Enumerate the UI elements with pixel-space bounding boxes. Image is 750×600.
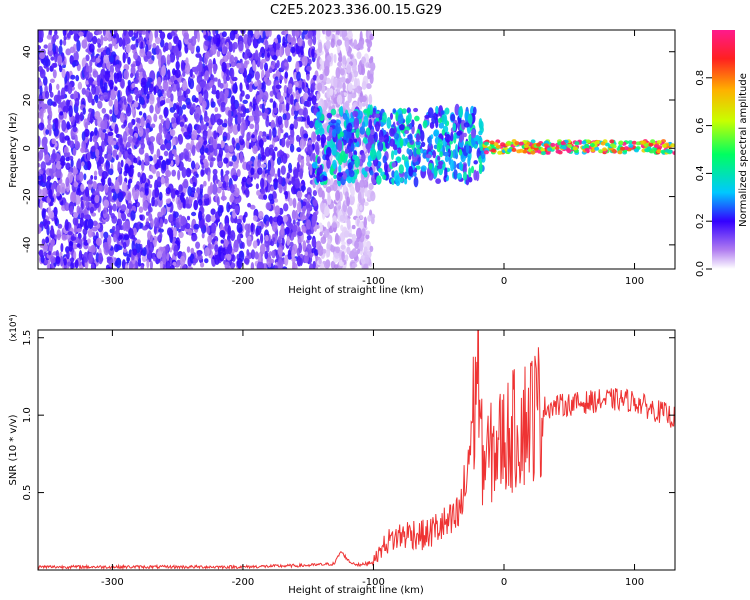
snr-xtick-label: 100 xyxy=(625,577,644,588)
spectrogram-ytick-label: 20 xyxy=(22,94,33,107)
spectrogram-ytick-label: 0 xyxy=(22,145,33,151)
colorbar-tick-label: 0.6 xyxy=(695,118,706,134)
colorbar-gradient xyxy=(712,30,735,269)
snr-xtick-label: -300 xyxy=(101,577,124,588)
snr-series-line xyxy=(38,330,675,570)
colorbar-tick-label: 0.0 xyxy=(695,261,706,277)
snr-ytick-label: 1.0 xyxy=(22,407,33,423)
colorbar: 0.0 0.2 0.4 0.6 0.8 Normalized spectral ampl… xyxy=(695,30,749,277)
heatmap-region-3 xyxy=(482,139,675,156)
spectrogram-xtick-label: -300 xyxy=(101,276,124,287)
heatmap-region-0 xyxy=(38,30,320,269)
heatmap-region-2 xyxy=(312,103,487,188)
snr-xlabel: Height of straight line (km) xyxy=(288,585,424,596)
snr-ytick-label: 1.5 xyxy=(22,330,33,346)
spectrogram-xtick-label: -100 xyxy=(362,276,385,287)
spectrogram-xlabel: Height of straight line (km) xyxy=(288,285,424,296)
snr-xtick-label: -200 xyxy=(232,577,255,588)
colorbar-tick-label: 0.2 xyxy=(695,213,706,229)
snr-panel: -300 -200 -100 0 100 0.5 1.0 1.5 Height of stra… xyxy=(8,314,676,596)
spectrogram-ytick-label: 40 xyxy=(22,45,33,58)
spectrogram-frame xyxy=(37,29,676,270)
snr-frame xyxy=(37,329,676,571)
snr-xtick-label: 0 xyxy=(501,577,507,588)
snr-ylabel: SNR (10 * v/v) xyxy=(8,414,19,485)
spectrogram-xtick-label: 0 xyxy=(501,276,507,287)
spectrogram-xtick-label: -200 xyxy=(232,276,255,287)
spectrogram-xtick-label: 100 xyxy=(625,276,644,287)
figure-title: C2E5.2023.336.00.15.G29 xyxy=(270,3,442,18)
colorbar-tick-label: 0.4 xyxy=(695,165,706,181)
spectrogram-ylabel: Frequency (Hz) xyxy=(8,112,19,188)
spectrogram-heat-layer xyxy=(38,30,675,269)
snr-plot-area xyxy=(38,330,675,570)
snr-ytick-label: 0.5 xyxy=(22,485,33,501)
colorbar-label: Normalized spectral amplitude xyxy=(738,73,749,227)
spectrogram-ytick-label: -20 xyxy=(22,188,33,204)
colorbar-tick-label: 0.8 xyxy=(695,70,706,86)
spectrogram-ytick-label: -40 xyxy=(22,237,33,253)
snr-y-multiplier: (x10⁴) xyxy=(9,314,19,341)
snr-xtick-label: -100 xyxy=(362,577,385,588)
